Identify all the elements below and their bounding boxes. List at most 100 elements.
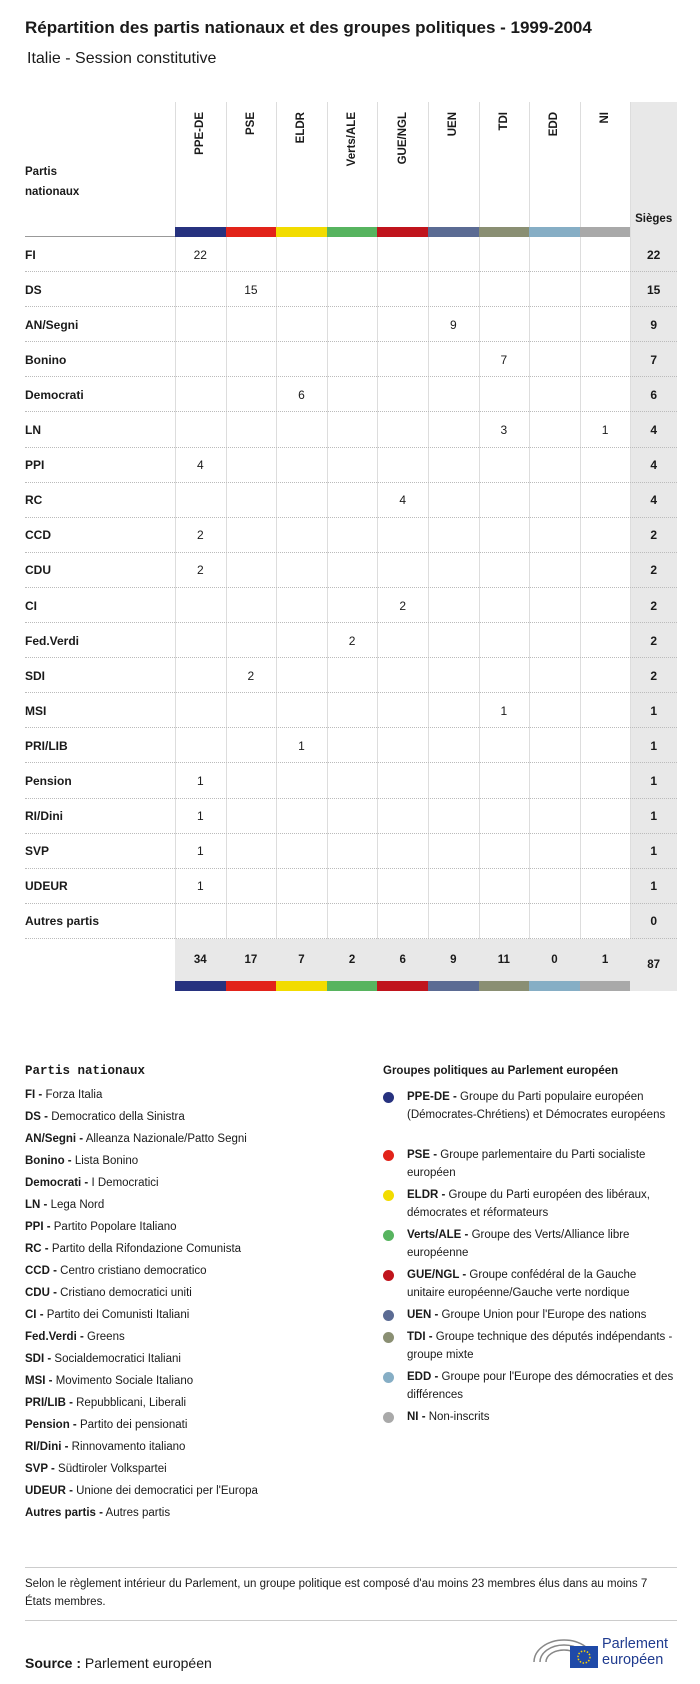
party-name: Fed.Verdi — [25, 633, 80, 648]
row-separator — [25, 413, 677, 448]
legend-term: CCD - — [25, 1265, 57, 1277]
legend-dot — [383, 1150, 394, 1161]
legend-text: Forza Italia — [45, 1089, 103, 1101]
column-total: 7 — [298, 954, 305, 966]
party-name: UDEUR — [25, 879, 68, 894]
group-color-bar — [529, 227, 580, 237]
legend-party-item: SVP - Südtiroler Volkspartei — [25, 1460, 345, 1478]
row-total: 2 — [650, 563, 658, 578]
legend-text: Autres partis — [105, 1507, 171, 1519]
legend-party-item: LN - Lega Nord — [25, 1196, 345, 1214]
legend-text: Groupe du Parti européen des libéraux, d… — [407, 1189, 650, 1219]
party-name: Pension — [25, 774, 72, 789]
group-color-bar — [579, 981, 631, 991]
group-color-bar — [225, 981, 277, 991]
legend-text: Lista Bonino — [74, 1155, 139, 1167]
title: Répartition des partis nationaux et des … — [25, 18, 592, 37]
party-name: SVP — [25, 844, 50, 859]
party-name: PRI/LIB — [25, 738, 68, 753]
row-total: 2 — [650, 598, 658, 613]
group-color-bar — [428, 227, 479, 237]
legend-term: AN/Segni - — [25, 1133, 84, 1145]
legend-group-item: PSE - Groupe parlementaire du Parti soci… — [407, 1146, 675, 1182]
legend-party-item: FI - Forza Italia — [25, 1086, 345, 1104]
party-name: SDI — [25, 668, 46, 683]
column-total: 9 — [450, 954, 457, 966]
legend-party-item: UDEUR - Unione dei democratici per l'Eur… — [25, 1482, 345, 1500]
row-total: 6 — [650, 387, 658, 402]
source-label: Source : — [25, 1655, 82, 1671]
group-color-bar — [428, 981, 479, 991]
column-divider — [630, 102, 632, 939]
legend-dot — [383, 1372, 394, 1383]
divider — [25, 1620, 677, 1621]
logo-icon — [533, 1639, 598, 1668]
row-total: 22 — [647, 247, 661, 262]
legend-dot — [383, 1092, 394, 1103]
legend-term: UDEUR - — [25, 1485, 73, 1497]
party-name: Bonino — [25, 352, 67, 367]
total-header: Sièges — [635, 213, 673, 225]
legend-party-item: Autres partis - Autres partis — [25, 1504, 345, 1522]
legend-text: Cristiano democratici uniti — [60, 1287, 192, 1299]
cell-value: 1 — [196, 879, 204, 894]
legend-text: Groupe du Parti populaire européen (Démo… — [407, 1091, 666, 1121]
legend-term: TDI - — [407, 1331, 433, 1343]
legend-text: I Democratici — [91, 1177, 159, 1189]
row-total: 15 — [647, 282, 661, 297]
legend-party-item: Democrati - I Democratici — [25, 1174, 345, 1192]
column-total: 6 — [399, 954, 406, 966]
row-total: 7 — [650, 352, 658, 367]
column-total: 11 — [497, 954, 510, 966]
group-header: GUE/NGL — [396, 112, 409, 165]
column-divider — [428, 102, 429, 939]
legend-term: RC - — [25, 1243, 49, 1255]
cell-value: 4 — [399, 493, 407, 508]
group-color-bar — [175, 981, 226, 991]
legend-term: SVP - — [25, 1463, 55, 1475]
legend-text: Rinnovamento italiano — [71, 1441, 186, 1453]
row-separator — [25, 483, 677, 518]
group-color-bar — [276, 227, 327, 237]
row-separator — [25, 518, 677, 553]
grand-total: 87 — [647, 959, 661, 971]
legend-text: Non-inscrits — [428, 1411, 490, 1423]
party-name: AN/Segni — [25, 317, 79, 332]
column-divider — [529, 102, 531, 939]
party-name: CDU — [25, 563, 51, 578]
legend-term: MSI - — [25, 1375, 53, 1387]
legend-party-item: CCD - Centro cristiano democratico — [25, 1262, 345, 1280]
group-color-bar — [478, 981, 530, 991]
legend-parties-title: Partis nationaux — [25, 1064, 146, 1078]
cell-value: 1 — [196, 844, 204, 859]
legend-text: Südtiroler Volkspartei — [58, 1463, 167, 1475]
group-header-box: PSE — [226, 112, 277, 207]
legend-group-item: ELDR - Groupe du Parti européen des libé… — [407, 1186, 675, 1222]
party-name: CI — [25, 598, 37, 613]
legend-term: Bonino - — [25, 1155, 72, 1167]
row-total: 1 — [650, 844, 658, 859]
cell-value: 7 — [500, 352, 508, 367]
group-header: PSE — [244, 112, 257, 136]
group-header: EDD — [548, 112, 561, 137]
legend-term: Autres partis - — [25, 1507, 103, 1519]
group-header-box: UEN — [428, 112, 479, 207]
legend-term: CDU - — [25, 1287, 57, 1299]
group-color-bar — [529, 981, 580, 991]
legend-party-item: AN/Segni - Alleanza Nazionale/Patto Segn… — [25, 1130, 345, 1148]
row-total: 2 — [650, 633, 658, 648]
legend-term: UEN - — [407, 1309, 439, 1321]
column-divider — [478, 102, 480, 939]
party-name: RI/Dini — [25, 809, 63, 824]
legend-term: PSE - — [407, 1149, 438, 1161]
legend-term: NI - — [407, 1411, 426, 1423]
legend-term: ELDR - — [407, 1189, 446, 1201]
row-total: 1 — [650, 774, 658, 789]
legend-party-item: PPI - Partito Popolare Italiano — [25, 1218, 345, 1236]
cell-value: 6 — [298, 387, 305, 402]
party-name: LN — [25, 423, 41, 438]
group-color-bar — [377, 981, 428, 991]
legend-term: SDI - — [25, 1353, 52, 1365]
row-separator — [25, 588, 677, 624]
